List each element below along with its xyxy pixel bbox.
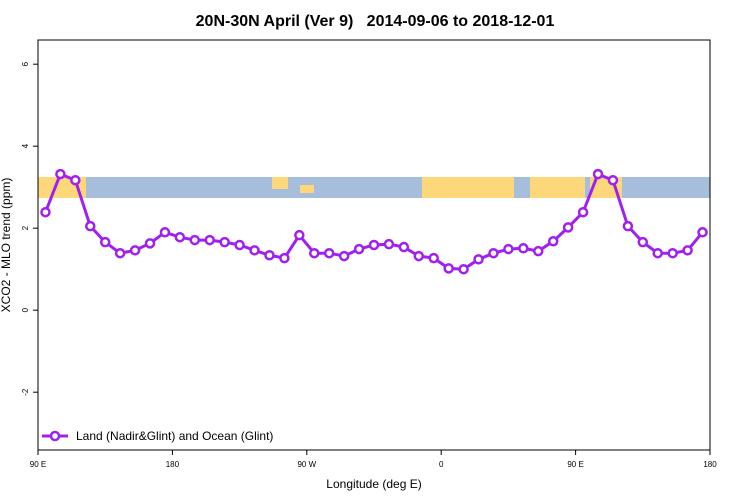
y-tick-label: -2: [21, 388, 30, 396]
x-tick-label: 90 W: [297, 460, 316, 469]
point: [518, 243, 529, 254]
point: [413, 250, 425, 262]
point: [428, 252, 439, 264]
point: [159, 227, 171, 238]
point: [622, 220, 634, 232]
y-tick-label: 0: [21, 307, 30, 312]
point: [234, 239, 245, 251]
point: [309, 247, 320, 259]
point: [443, 263, 454, 274]
point: [353, 243, 365, 255]
point: [607, 174, 619, 186]
point: [99, 236, 111, 248]
point: [279, 252, 290, 264]
land-patch: [272, 177, 288, 189]
x-tick-label: 0: [439, 460, 444, 469]
point: [204, 234, 215, 246]
point: [458, 263, 469, 275]
point: [323, 247, 335, 259]
x-tick-label: 90 E: [30, 460, 46, 469]
point: [652, 247, 663, 259]
legend-label: Land (Nadir&Glint) and Ocean (Glint): [76, 429, 273, 443]
point: [338, 250, 350, 262]
point: [264, 250, 275, 261]
plot-frame: [37, 39, 711, 451]
point: [40, 206, 51, 218]
point: [473, 254, 484, 265]
point: [144, 238, 156, 249]
point: [682, 245, 693, 256]
point: [488, 247, 499, 259]
point: [174, 231, 186, 243]
point: [219, 236, 230, 248]
legend-marker: [49, 430, 61, 442]
land-patch: [530, 177, 585, 198]
x-tick-label: 180: [166, 460, 180, 469]
x-axis-label: Longitude (deg E): [326, 477, 421, 491]
point: [189, 234, 201, 246]
point: [114, 247, 126, 259]
point: [697, 227, 708, 238]
y-axis-label: XCO2 - MLO trend (ppm): [0, 178, 13, 313]
map-strip: [38, 177, 710, 198]
point: [637, 236, 649, 248]
point: [368, 239, 380, 251]
point: [577, 206, 589, 218]
point: [85, 220, 96, 232]
point: [533, 245, 544, 257]
point: [294, 229, 305, 241]
x-tick-label: 180: [703, 460, 717, 469]
point: [129, 245, 141, 256]
point: [249, 245, 260, 256]
y-tick-label: 6: [21, 61, 30, 66]
point: [70, 174, 81, 186]
point: [667, 247, 678, 259]
land-patch: [300, 185, 314, 193]
x-tick-label: 90 E: [567, 460, 583, 469]
land-patch: [422, 177, 514, 198]
point: [592, 168, 604, 180]
point: [55, 168, 66, 180]
point: [383, 238, 395, 250]
chart-title: 20N-30N April (Ver 9) 2014-09-06 to 2018…: [196, 13, 555, 30]
point: [547, 236, 559, 247]
point: [562, 222, 574, 233]
point: [398, 241, 410, 253]
y-tick-label: 4: [21, 143, 30, 148]
y-tick-label: 2: [21, 225, 30, 230]
point: [503, 243, 514, 255]
